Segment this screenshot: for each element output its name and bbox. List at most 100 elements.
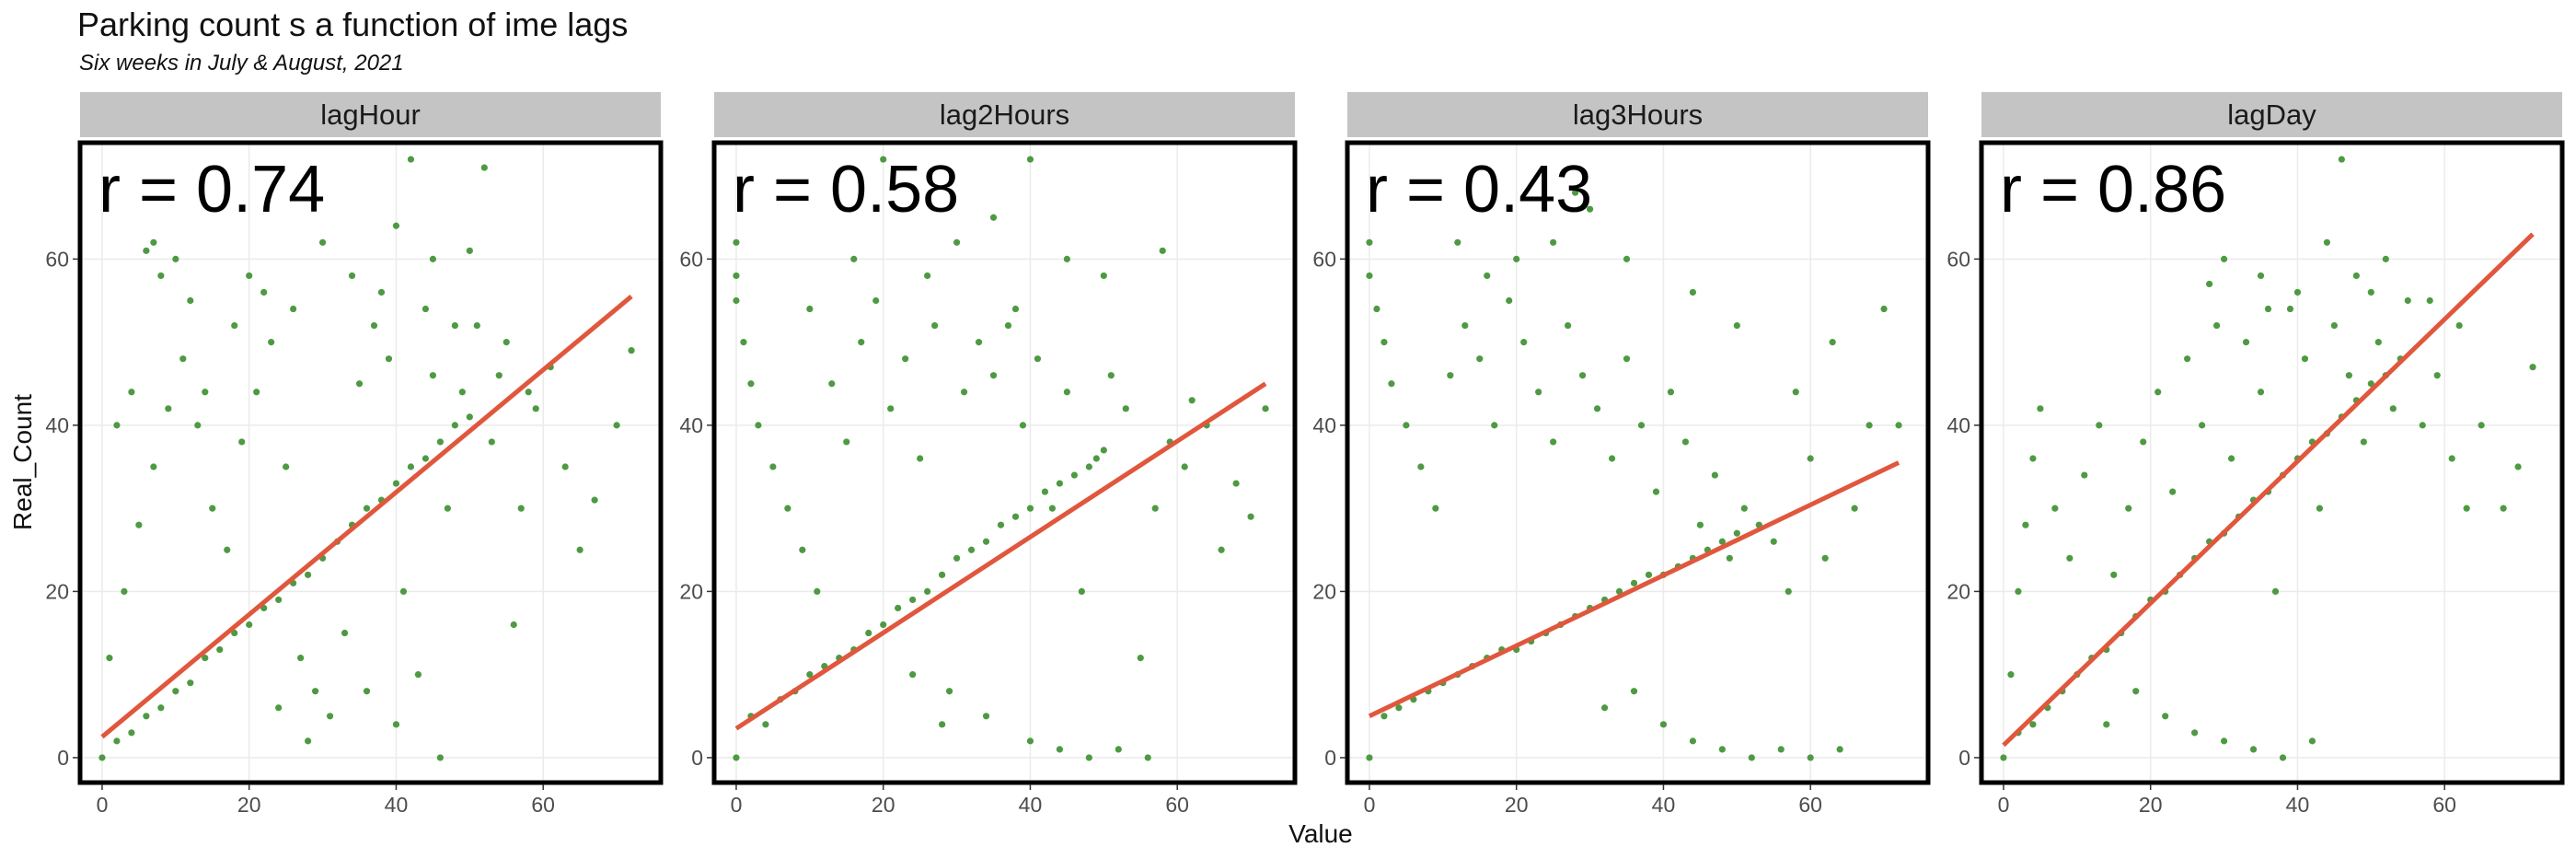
y-tick-label: 60 bbox=[1946, 247, 1970, 271]
data-point bbox=[1535, 389, 1542, 396]
data-point bbox=[377, 288, 386, 296]
data-point bbox=[253, 389, 260, 396]
data-point bbox=[502, 339, 510, 346]
x-tick-label: 40 bbox=[2286, 793, 2310, 817]
data-point bbox=[1718, 746, 1726, 753]
data-point bbox=[872, 296, 880, 305]
data-point bbox=[1063, 389, 1070, 396]
data-point bbox=[1718, 538, 1726, 545]
x-tick-label: 0 bbox=[1364, 793, 1376, 817]
data-point bbox=[997, 521, 1005, 528]
data-point bbox=[2352, 272, 2360, 280]
data-point bbox=[1107, 372, 1115, 379]
data-point bbox=[2000, 754, 2007, 761]
data-point bbox=[209, 505, 216, 512]
facet-strip-label: lag2Hours bbox=[940, 99, 1069, 131]
data-point bbox=[2514, 463, 2522, 470]
data-point bbox=[2169, 488, 2177, 495]
data-point bbox=[1056, 746, 1064, 753]
data-point bbox=[939, 721, 946, 728]
panel-lag2Hours: lag2Hours r = 0.58 0 20 40 60 0 20 40 60 bbox=[679, 92, 1298, 817]
data-point bbox=[1144, 754, 1151, 761]
data-point bbox=[165, 405, 172, 412]
y-tick-label: 40 bbox=[679, 413, 703, 437]
data-point bbox=[268, 339, 275, 346]
data-point bbox=[2316, 505, 2324, 512]
x-tick-label: 0 bbox=[731, 793, 743, 817]
data-point bbox=[194, 422, 202, 429]
data-point bbox=[1630, 579, 1638, 586]
x-axis-title: Value bbox=[1288, 819, 1353, 848]
facet-strip bbox=[80, 92, 661, 137]
data-point bbox=[297, 655, 305, 662]
data-point bbox=[2367, 288, 2374, 296]
data-point bbox=[939, 571, 946, 578]
data-point bbox=[924, 587, 931, 596]
data-point bbox=[150, 238, 157, 246]
data-point bbox=[1115, 746, 1122, 753]
x-tick-label: 60 bbox=[531, 793, 555, 817]
y-tick-label: 60 bbox=[45, 247, 69, 271]
data-point bbox=[2096, 422, 2103, 429]
data-point bbox=[2029, 721, 2037, 728]
data-point bbox=[1851, 505, 1858, 512]
data-point bbox=[2463, 505, 2470, 512]
data-point bbox=[305, 571, 312, 578]
panel-border bbox=[77, 140, 664, 785]
data-point bbox=[953, 238, 961, 246]
data-point bbox=[799, 546, 806, 553]
data-point bbox=[488, 438, 495, 446]
data-point bbox=[2110, 571, 2118, 578]
data-point bbox=[1593, 405, 1601, 412]
data-point bbox=[370, 321, 378, 330]
data-point bbox=[98, 754, 106, 761]
data-point bbox=[363, 688, 371, 695]
data-point bbox=[1447, 372, 1454, 379]
data-point bbox=[561, 463, 569, 470]
data-point bbox=[2184, 355, 2191, 363]
correlation-label: r = 0.86 bbox=[2000, 153, 2226, 226]
data-point bbox=[2037, 405, 2044, 412]
data-point bbox=[2404, 296, 2411, 305]
data-point bbox=[1770, 538, 1777, 545]
data-point bbox=[1484, 272, 1491, 280]
data-point bbox=[806, 671, 814, 679]
data-point bbox=[246, 272, 253, 280]
panel-border bbox=[1979, 140, 2565, 785]
correlation-label: r = 0.43 bbox=[1366, 153, 1592, 226]
data-point bbox=[2212, 321, 2221, 330]
panel-border bbox=[1345, 140, 1931, 785]
data-point bbox=[1366, 238, 1373, 246]
data-point bbox=[1578, 372, 1587, 379]
data-point bbox=[2015, 587, 2022, 596]
data-point bbox=[341, 629, 349, 637]
data-point bbox=[982, 538, 990, 545]
data-point bbox=[480, 164, 488, 171]
data-point bbox=[733, 296, 740, 305]
data-point bbox=[1019, 422, 1027, 429]
data-point bbox=[2220, 255, 2228, 262]
data-point bbox=[2125, 505, 2132, 512]
data-point bbox=[2066, 554, 2074, 562]
data-point bbox=[231, 321, 238, 330]
data-point bbox=[202, 655, 209, 662]
data-point bbox=[1740, 505, 1748, 512]
y-tick-label: 0 bbox=[57, 746, 69, 770]
facet-strip bbox=[1981, 92, 2562, 137]
data-point bbox=[2360, 438, 2367, 446]
data-point bbox=[953, 554, 961, 562]
data-point bbox=[1100, 447, 1107, 454]
data-point bbox=[1792, 389, 1799, 396]
y-tick-label: 20 bbox=[1946, 579, 1970, 603]
data-point bbox=[392, 480, 400, 487]
data-point bbox=[2374, 339, 2382, 346]
data-point bbox=[305, 737, 312, 745]
data-point bbox=[466, 247, 473, 254]
data-point bbox=[458, 389, 466, 396]
data-point bbox=[733, 238, 740, 246]
data-point bbox=[1785, 587, 1792, 596]
data-point bbox=[2478, 422, 2485, 429]
data-point bbox=[2500, 505, 2507, 512]
data-point bbox=[762, 721, 769, 728]
data-point bbox=[172, 688, 179, 695]
